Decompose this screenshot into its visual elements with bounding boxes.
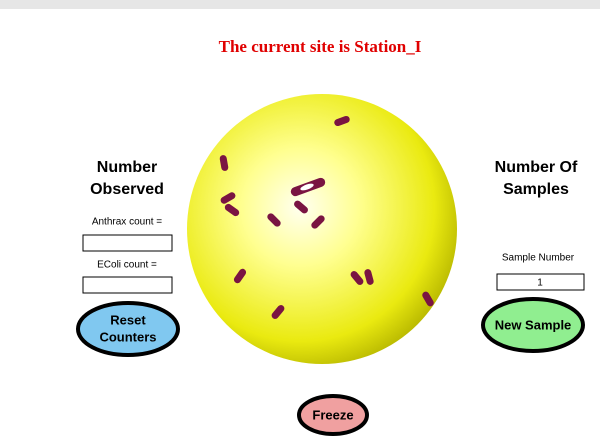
site-title: The current site is Station_I — [219, 37, 422, 56]
anthrax-input[interactable] — [83, 235, 172, 251]
new-sample-button[interactable]: New Sample — [483, 299, 583, 351]
sample-label: Sample Number — [502, 253, 575, 264]
freeze-button[interactable]: Freeze — [299, 396, 367, 434]
petri-dish — [187, 94, 457, 364]
button-label: Freeze — [312, 407, 353, 422]
left-heading: Observed — [90, 181, 164, 198]
button-label: New Sample — [495, 317, 572, 332]
ecoli-label: EColi count = — [97, 260, 157, 271]
app: The current site is Station_I Number Obs… — [0, 0, 600, 437]
right-heading: Number Of — [495, 159, 578, 176]
reset-button[interactable]: Reset Counters — [78, 303, 178, 355]
anthrax-label: Anthrax count = — [92, 217, 162, 228]
ecoli-input[interactable] — [83, 277, 172, 293]
sample-value: 1 — [537, 278, 543, 289]
top-bar — [0, 0, 600, 9]
right-heading: Samples — [503, 181, 569, 198]
button-label: Counters — [99, 329, 156, 344]
left-heading: Number — [97, 159, 157, 176]
button-label: Reset — [110, 312, 146, 327]
